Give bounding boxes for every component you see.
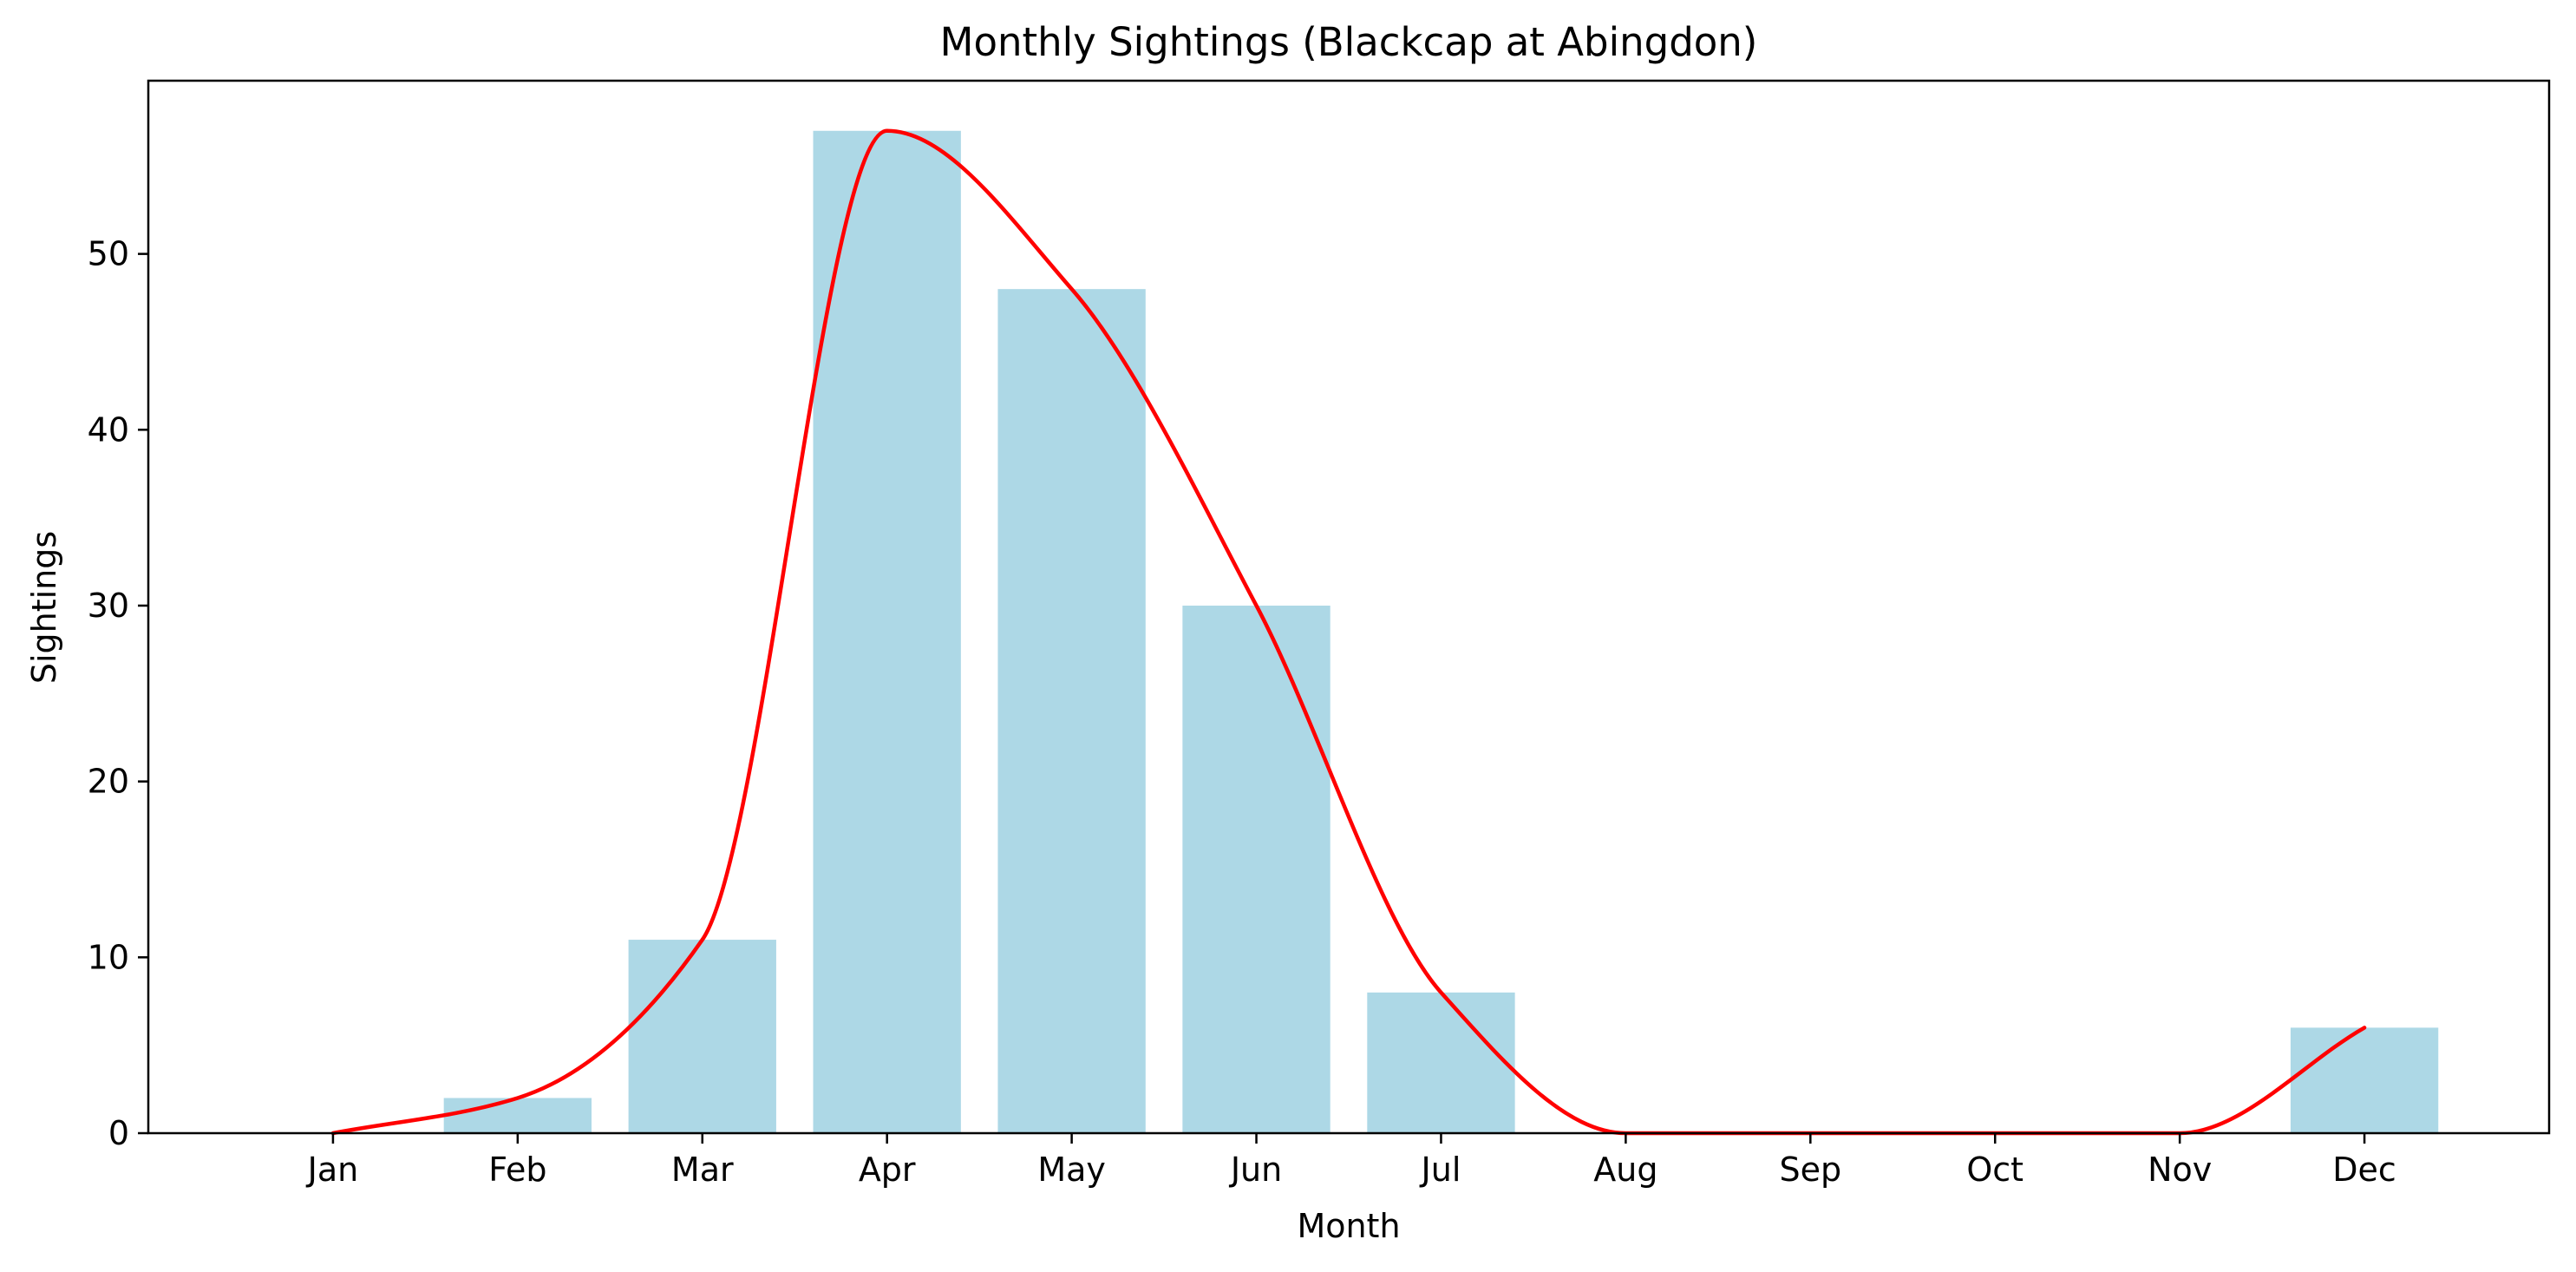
bar-may (997, 289, 1146, 1133)
x-tick-label-feb: Feb (488, 1151, 546, 1189)
x-tick-label-oct: Oct (1966, 1151, 2024, 1189)
y-tick-label-0: 0 (108, 1114, 129, 1152)
x-axis-label: Month (1297, 1207, 1400, 1245)
x-axis-ticks: Jan Feb Mar Apr May Jun Jul Aug Sep Oct Nov Dec (306, 1133, 2396, 1189)
bar-feb (443, 1098, 592, 1133)
chart-title: Monthly Sightings (Blackcap at Abingdon) (940, 19, 1758, 65)
y-tick-label-10: 10 (88, 938, 129, 976)
x-tick-label-nov: Nov (2148, 1151, 2212, 1189)
x-tick-label-jan: Jan (306, 1151, 359, 1189)
y-axis-ticks: 0 10 20 30 40 50 (88, 235, 148, 1152)
plot-frame (147, 79, 2551, 1135)
x-tick-label-jul: Jul (1420, 1151, 1461, 1189)
bar-apr (813, 130, 961, 1133)
y-tick-label-40: 40 (88, 410, 129, 449)
bars-group (443, 130, 2439, 1133)
x-tick-label-sep: Sep (1779, 1151, 1841, 1189)
bar-mar (628, 940, 776, 1133)
bar-dec (2290, 1027, 2439, 1133)
x-tick-label-aug: Aug (1593, 1151, 1657, 1189)
bar-jun (1182, 605, 1330, 1133)
x-tick-label-may: May (1037, 1151, 1106, 1189)
x-tick-label-jun: Jun (1229, 1151, 1282, 1189)
y-tick-label-20: 20 (88, 763, 129, 801)
x-tick-label-mar: Mar (671, 1151, 734, 1189)
y-axis-label: Sightings (25, 531, 63, 684)
x-tick-label-dec: Dec (2332, 1151, 2396, 1189)
y-tick-label-30: 30 (88, 587, 129, 625)
bar-jul (1367, 992, 1515, 1133)
x-tick-label-apr: Apr (859, 1151, 916, 1189)
y-tick-label-50: 50 (88, 235, 129, 273)
